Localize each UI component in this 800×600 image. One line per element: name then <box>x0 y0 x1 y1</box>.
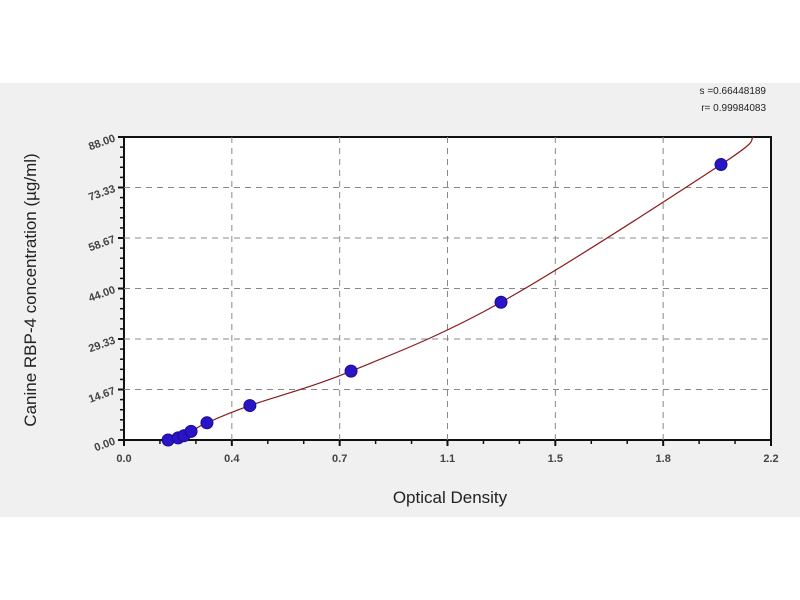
y-tick-label: 0.00 <box>93 436 117 455</box>
y-tick-label: 29.33 <box>87 335 117 356</box>
y-tick-label: 73.33 <box>87 183 117 204</box>
x-tick-label: 1.5 <box>548 453 563 465</box>
data-point <box>494 295 508 309</box>
y-axis-title: Canine RBP-4 concentration (µg/ml) <box>21 153 40 426</box>
x-tick-label: 1.1 <box>440 453 455 465</box>
data-point <box>184 424 198 438</box>
data-point <box>344 364 358 378</box>
data-point <box>243 399 257 413</box>
y-tick-label: 58.67 <box>87 234 117 255</box>
data-point <box>714 158 728 172</box>
x-tick-label: 0.7 <box>332 453 347 465</box>
stat-s: s =0.66448189 <box>700 86 767 97</box>
x-tick-label: 2.2 <box>763 453 778 465</box>
x-tick-label: 1.8 <box>656 453 671 465</box>
y-tick-label: 44.00 <box>87 284 117 305</box>
x-axis-title: Optical Density <box>393 488 508 507</box>
y-tick-label: 14.67 <box>87 385 117 406</box>
y-tick-label: 88.00 <box>87 133 117 154</box>
x-tick-label: 0.0 <box>116 453 131 465</box>
stat-r: r= 0.99984083 <box>701 103 766 114</box>
data-point <box>200 416 214 430</box>
x-tick-label: 0.4 <box>224 453 240 465</box>
